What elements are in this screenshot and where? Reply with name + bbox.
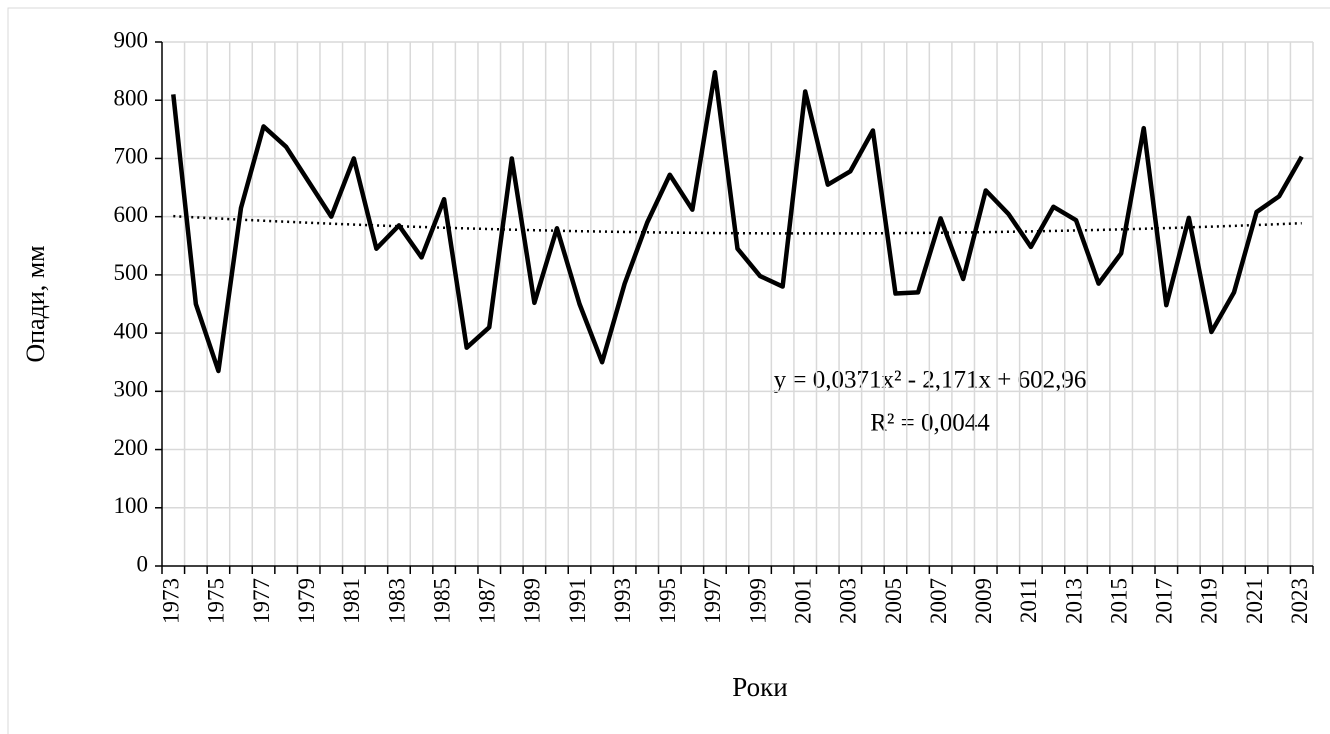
x-tick-label: 1985 xyxy=(429,578,454,624)
x-axis-title: Роки xyxy=(732,672,787,702)
x-tick-label: 2023 xyxy=(1287,578,1312,624)
x-tick-label: 1977 xyxy=(249,578,274,624)
x-tick-label: 2013 xyxy=(1061,578,1086,624)
x-tick-label: 1997 xyxy=(700,578,725,624)
y-tick-label: 900 xyxy=(114,27,149,52)
x-tick-label: 1979 xyxy=(294,578,319,624)
x-tick-label: 2015 xyxy=(1106,578,1131,624)
x-tick-label: 1983 xyxy=(384,578,409,624)
y-tick-label: 200 xyxy=(114,435,149,460)
x-tick-label: 2007 xyxy=(926,578,951,624)
x-tick-label: 1999 xyxy=(745,578,770,624)
x-tick-label: 1991 xyxy=(565,578,590,624)
data-line xyxy=(171,70,1304,374)
x-tick-label: 2009 xyxy=(971,578,996,624)
x-tick-label: 1975 xyxy=(204,578,229,624)
x-tick-label: 1989 xyxy=(520,578,545,624)
x-tick-label: 2021 xyxy=(1242,578,1267,624)
x-tick-label: 1993 xyxy=(610,578,635,624)
y-tick-label: 100 xyxy=(114,493,149,518)
y-axis-title: Опади, мм xyxy=(21,245,50,362)
x-tick-label: 1973 xyxy=(159,578,184,624)
x-tick-label: 1981 xyxy=(339,578,364,624)
y-tick-label: 600 xyxy=(114,202,149,227)
x-tick-label: 2005 xyxy=(881,578,906,624)
y-tick-label: 700 xyxy=(114,144,149,169)
y-tick-label: 400 xyxy=(114,318,149,343)
x-tick-label: 2011 xyxy=(1016,578,1041,623)
y-tick-label: 500 xyxy=(114,260,149,285)
x-tick-label: 2019 xyxy=(1197,578,1222,624)
y-tick-label: 300 xyxy=(114,377,149,402)
chart-border xyxy=(7,7,1330,734)
x-tick-label: 2001 xyxy=(790,578,815,624)
y-tick-label: 800 xyxy=(114,86,149,111)
y-tick-label: 0 xyxy=(137,551,149,576)
x-tick-label: 1987 xyxy=(475,578,500,624)
x-tick-label: 2003 xyxy=(836,578,861,624)
x-tick-label: 2017 xyxy=(1152,578,1177,624)
x-tick-label: 1995 xyxy=(655,578,680,624)
trend-r2: R² = 0,0044 xyxy=(870,410,990,437)
